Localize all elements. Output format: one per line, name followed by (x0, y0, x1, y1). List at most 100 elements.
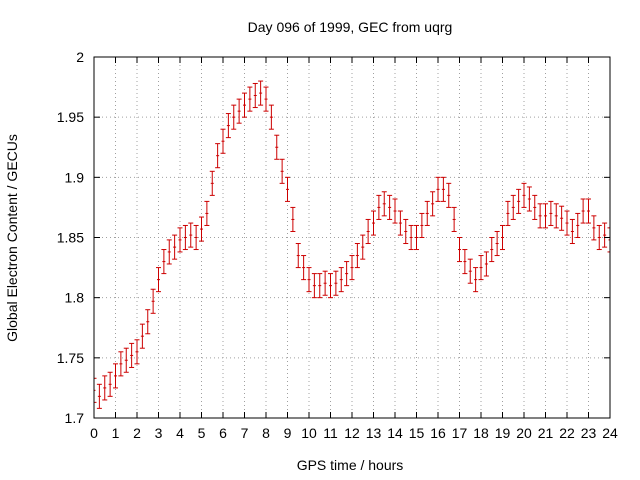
x-tick-label: 24 (602, 425, 618, 441)
data-point (177, 227, 183, 253)
x-tick-label: 8 (262, 425, 270, 441)
x-tick-label: 3 (155, 425, 163, 441)
data-point (161, 249, 167, 275)
data-point (263, 86, 269, 112)
data-point (139, 323, 145, 349)
y-tick-label: 1.95 (57, 109, 84, 125)
data-series (93, 80, 611, 409)
data-point (123, 347, 129, 373)
data-point (424, 200, 430, 226)
data-point (317, 273, 323, 299)
data-point (489, 237, 495, 263)
data-point (559, 205, 565, 231)
y-tick-label: 1.75 (57, 350, 84, 366)
data-point (215, 143, 221, 169)
data-point (473, 267, 479, 293)
data-point (182, 224, 188, 251)
data-point (333, 270, 339, 296)
data-point (225, 113, 231, 139)
data-point (118, 351, 124, 377)
data-point (156, 267, 161, 293)
data-point (419, 212, 425, 238)
data-point (274, 134, 280, 160)
data-point (586, 198, 591, 224)
data-point (102, 375, 108, 401)
data-point (543, 203, 548, 229)
data-point (602, 222, 608, 248)
data-point (387, 194, 393, 220)
data-point (306, 267, 312, 293)
x-tick-label: 11 (323, 425, 338, 441)
x-tick-label: 2 (133, 425, 141, 441)
x-tick-label: 6 (219, 425, 227, 441)
data-point (403, 218, 409, 245)
data-point (188, 222, 194, 248)
x-tick-label: 12 (344, 425, 360, 441)
data-point (510, 194, 516, 220)
data-point (349, 255, 355, 281)
x-axis-label: GPS time / hours (297, 457, 404, 473)
data-point (166, 239, 172, 265)
data-point (548, 200, 554, 226)
data-point (414, 224, 419, 251)
data-point (430, 191, 436, 217)
data-point (338, 267, 344, 293)
axis-ticks (93, 56, 611, 419)
data-point (344, 261, 350, 287)
data-point (96, 383, 102, 409)
grid-lines (94, 57, 610, 418)
y-tick-label: 1.85 (57, 230, 84, 246)
data-point (553, 203, 559, 229)
x-tick-label: 5 (198, 425, 206, 441)
data-point (397, 210, 403, 236)
x-tick-label: 14 (387, 425, 403, 441)
data-point (328, 273, 333, 299)
data-point (322, 270, 328, 296)
data-point (193, 224, 199, 251)
data-point (371, 210, 376, 236)
data-point (569, 218, 575, 245)
data-point (521, 182, 527, 208)
data-point (467, 258, 473, 284)
data-point (252, 82, 258, 109)
x-tick-label: 13 (366, 425, 382, 441)
data-point (231, 104, 237, 130)
data-point (311, 273, 317, 299)
data-point (209, 170, 215, 196)
data-point (526, 186, 532, 212)
x-tick-label: 7 (241, 425, 249, 441)
tick-labels: 0 1 2 3 4 5 6 7 8 9 10 11 12 13 14 15 16 17 18 19 20 21 22 23 24… (57, 49, 618, 441)
data-point (596, 224, 602, 251)
y-tick-label: 1.8 (65, 290, 85, 306)
data-point (446, 182, 452, 208)
data-point (483, 251, 489, 277)
data-point (268, 104, 274, 130)
data-point (360, 234, 366, 260)
data-point (381, 191, 387, 217)
data-point (172, 234, 178, 260)
data-point (376, 194, 382, 220)
data-point (129, 342, 135, 368)
x-tick-label: 21 (538, 425, 554, 441)
data-point (107, 371, 113, 397)
data-point (365, 218, 371, 245)
data-point (113, 363, 118, 389)
x-tick-label: 23 (581, 425, 597, 441)
data-point (236, 98, 242, 124)
x-tick-label: 0 (90, 425, 98, 441)
data-point (532, 194, 538, 220)
data-point (150, 288, 156, 314)
data-point (440, 176, 446, 202)
y-tick-label: 1.9 (65, 169, 85, 185)
data-point (247, 86, 253, 112)
y-axis-label: Global Electron Content / GECUs (4, 134, 20, 342)
data-point (134, 339, 140, 365)
y-tick-label: 1.7 (65, 410, 85, 426)
data-point (354, 243, 360, 269)
data-point (290, 206, 296, 232)
data-point (451, 206, 457, 232)
data-point (580, 198, 586, 224)
data-point (258, 80, 264, 106)
data-point (494, 230, 500, 257)
